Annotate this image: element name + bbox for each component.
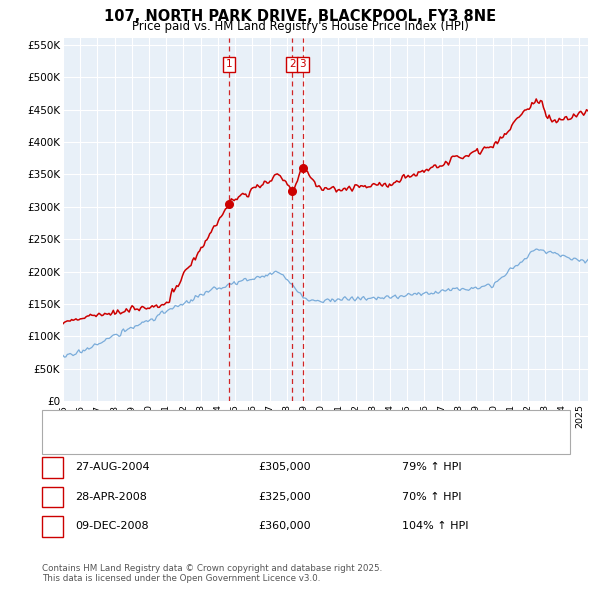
- Text: 2: 2: [49, 492, 56, 502]
- Text: 3: 3: [49, 522, 56, 531]
- Text: 79% ↑ HPI: 79% ↑ HPI: [402, 463, 461, 472]
- Text: 1: 1: [49, 463, 56, 472]
- Text: 104% ↑ HPI: 104% ↑ HPI: [402, 522, 469, 531]
- Text: £325,000: £325,000: [258, 492, 311, 502]
- Text: 3: 3: [299, 59, 306, 69]
- Text: ———: ———: [45, 437, 83, 450]
- Text: 28-APR-2008: 28-APR-2008: [75, 492, 147, 502]
- Text: 2: 2: [289, 59, 296, 69]
- Text: 107, NORTH PARK DRIVE, BLACKPOOL, FY3 8NE (detached house): 107, NORTH PARK DRIVE, BLACKPOOL, FY3 8N…: [72, 418, 413, 428]
- Text: Price paid vs. HM Land Registry's House Price Index (HPI): Price paid vs. HM Land Registry's House …: [131, 20, 469, 33]
- Text: Contains HM Land Registry data © Crown copyright and database right 2025.
This d: Contains HM Land Registry data © Crown c…: [42, 563, 382, 583]
- Text: £305,000: £305,000: [258, 463, 311, 472]
- Text: ———: ———: [45, 417, 83, 430]
- Text: 107, NORTH PARK DRIVE, BLACKPOOL, FY3 8NE: 107, NORTH PARK DRIVE, BLACKPOOL, FY3 8N…: [104, 9, 496, 24]
- Text: 27-AUG-2004: 27-AUG-2004: [75, 463, 149, 472]
- Text: 09-DEC-2008: 09-DEC-2008: [75, 522, 149, 531]
- Text: 70% ↑ HPI: 70% ↑ HPI: [402, 492, 461, 502]
- Text: £360,000: £360,000: [258, 522, 311, 531]
- Text: HPI: Average price, detached house, Blackpool: HPI: Average price, detached house, Blac…: [72, 438, 316, 448]
- Text: 1: 1: [226, 59, 232, 69]
